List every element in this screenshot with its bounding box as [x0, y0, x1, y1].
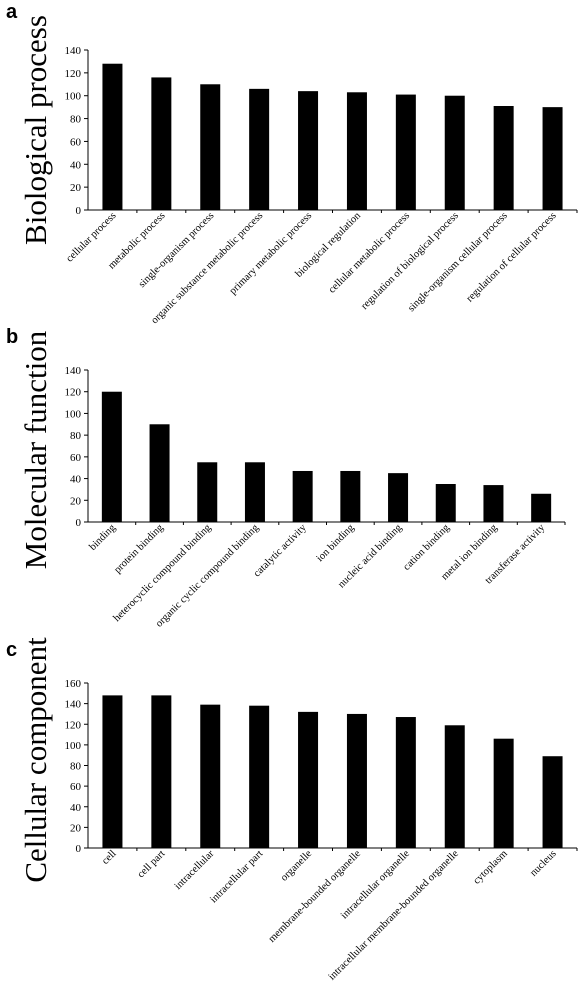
y-tick-label: 0	[76, 517, 82, 529]
bar-10	[542, 107, 563, 210]
y-tick-label: 20	[70, 495, 82, 507]
y-tick-label: 40	[70, 802, 82, 814]
bar-8	[444, 95, 465, 210]
bar-6	[346, 92, 367, 210]
panel-letter: b	[6, 326, 18, 348]
y-tick-label: 140	[65, 699, 82, 711]
bar-4	[244, 462, 265, 522]
bar-6	[346, 713, 367, 848]
bar-2	[149, 424, 170, 522]
bar-7	[395, 717, 416, 848]
category-label: protein binding	[112, 522, 166, 576]
bar-9	[483, 485, 504, 522]
bar-10	[531, 493, 552, 522]
bar-5	[298, 91, 319, 210]
bar-7	[388, 473, 409, 522]
bar-3	[197, 462, 218, 522]
y-axis-title: Cellular component	[18, 637, 53, 883]
y-tick-label: 160	[65, 678, 82, 690]
category-label: organelle	[279, 848, 315, 884]
bar-7	[395, 94, 416, 210]
y-tick-label: 120	[65, 68, 82, 80]
category-label: single-organism cellular process	[406, 210, 510, 314]
y-axis-title: Biological process	[18, 15, 53, 245]
panel-letter: a	[6, 1, 18, 23]
bar-5	[292, 470, 313, 522]
category-label: regulation of biological process	[359, 210, 461, 312]
bar-5	[298, 711, 319, 848]
category-label: ion binding	[315, 522, 357, 564]
bar-1	[102, 63, 123, 210]
category-label: cellular process	[64, 210, 118, 264]
category-label: heterocyclic compound binding	[112, 522, 214, 624]
category-label: cell part	[136, 848, 168, 880]
bar-2	[151, 77, 172, 210]
bar-8	[444, 725, 465, 848]
bar-8	[435, 484, 456, 522]
category-label: cytoplasm	[471, 848, 509, 886]
y-tick-label: 100	[65, 408, 82, 420]
bar-10	[542, 756, 563, 848]
y-tick-label: 120	[65, 719, 82, 731]
y-tick-label: 0	[76, 843, 82, 855]
y-tick-label: 40	[70, 474, 82, 486]
y-tick-label: 60	[70, 136, 82, 148]
y-tick-label: 20	[70, 822, 82, 834]
y-tick-label: 40	[70, 159, 82, 171]
bar-6	[340, 470, 361, 522]
category-label: cell	[100, 848, 119, 867]
bar-9	[493, 106, 514, 210]
bar-1	[102, 695, 123, 848]
category-label: primary metabolic process	[228, 210, 315, 297]
y-tick-label: 0	[76, 205, 82, 217]
category-label: cation binding	[401, 522, 452, 573]
bar-4	[249, 88, 270, 210]
y-tick-label: 20	[70, 182, 82, 194]
y-tick-label: 60	[70, 452, 82, 464]
category-label: organic cyclic compound binding	[154, 522, 262, 630]
category-label: intracellular part	[208, 848, 265, 905]
bar-9	[493, 738, 514, 848]
y-tick-label: 80	[70, 430, 82, 442]
y-tick-label: 100	[65, 740, 82, 752]
bar-3	[200, 84, 221, 210]
category-label: cellular metabolic process	[327, 210, 412, 295]
category-label: nucleus	[528, 848, 558, 878]
y-axis-title: Molecular function	[18, 330, 53, 569]
y-tick-label: 80	[70, 761, 82, 773]
bar-4	[249, 705, 270, 848]
bar-3	[200, 704, 221, 848]
category-label: binding	[87, 522, 118, 553]
bar-2	[151, 695, 172, 848]
category-label: intracellular	[173, 848, 217, 892]
y-tick-label: 100	[65, 91, 82, 103]
chart-panel-c: c Cellular component 0 20 40 60 80 100 120 140 160…	[6, 637, 578, 983]
category-label: membrane-bounded organelle	[267, 848, 364, 945]
chart-panel-b: b Molecular function 0 20 40 60 80 100 120 140 bin…	[6, 326, 566, 630]
y-tick-label: 80	[70, 114, 82, 126]
bar-1	[101, 391, 122, 522]
category-label: regulation of cellular process	[465, 210, 559, 304]
y-tick-label: 120	[65, 387, 82, 399]
y-tick-label: 140	[65, 365, 82, 377]
panel-letter: c	[6, 639, 17, 661]
y-tick-label: 60	[70, 781, 82, 793]
y-tick-label: 140	[65, 45, 82, 57]
